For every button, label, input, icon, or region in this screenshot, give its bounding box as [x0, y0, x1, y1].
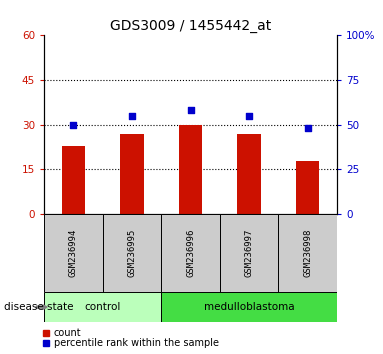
- Bar: [44, 292, 161, 322]
- Text: count: count: [54, 328, 81, 338]
- Text: GSM236998: GSM236998: [303, 229, 312, 277]
- Bar: [278, 214, 337, 292]
- Bar: [120, 134, 144, 214]
- Bar: [179, 125, 202, 214]
- Text: percentile rank within the sample: percentile rank within the sample: [54, 338, 219, 348]
- Bar: [296, 161, 319, 214]
- Bar: [44, 214, 103, 292]
- Text: control: control: [85, 302, 121, 312]
- Text: medulloblastoma: medulloblastoma: [204, 302, 295, 312]
- Bar: [161, 292, 337, 322]
- Text: GSM236995: GSM236995: [128, 229, 136, 277]
- Point: [246, 113, 252, 119]
- Bar: [62, 145, 85, 214]
- Bar: [237, 134, 261, 214]
- Bar: [161, 214, 220, 292]
- Bar: [103, 214, 161, 292]
- Point: [70, 122, 77, 127]
- Text: GSM236996: GSM236996: [186, 229, 195, 277]
- Text: disease state: disease state: [4, 302, 73, 312]
- Bar: [220, 214, 278, 292]
- Text: GSM236997: GSM236997: [245, 229, 254, 277]
- Point: [188, 108, 194, 113]
- Point: [305, 126, 311, 131]
- Text: GSM236994: GSM236994: [69, 229, 78, 277]
- Point: [129, 113, 135, 119]
- Title: GDS3009 / 1455442_at: GDS3009 / 1455442_at: [110, 19, 271, 33]
